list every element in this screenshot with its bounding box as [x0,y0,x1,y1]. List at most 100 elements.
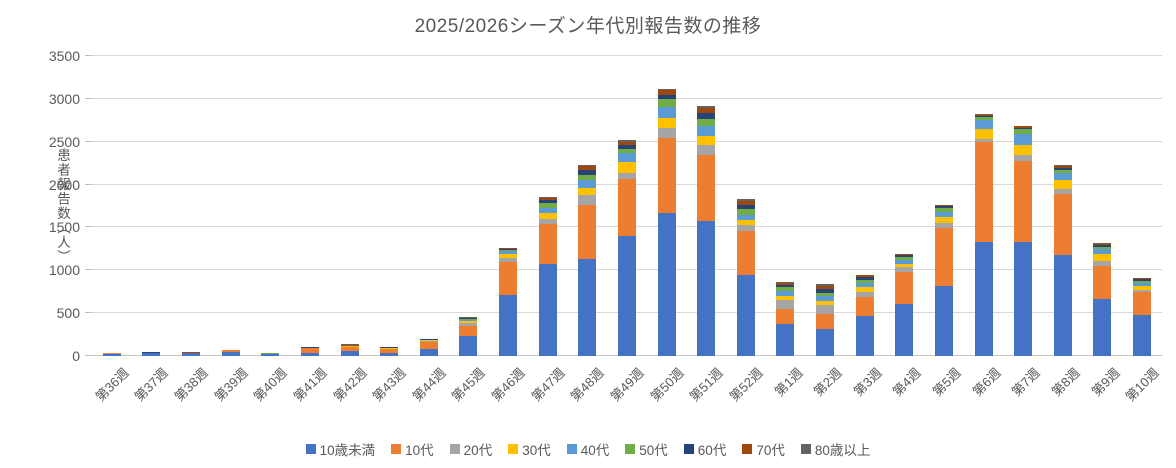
bar-segment [1093,265,1112,299]
stacked-bar [1093,56,1112,356]
legend-item: 10代 [391,439,434,459]
bar-segment [419,340,438,342]
bar-segment [776,309,795,324]
bar-segment [816,313,835,330]
bar-segment [855,279,874,284]
legend-label: 70代 [756,443,785,458]
bar-segment [697,145,716,155]
legend-label: 80歳以上 [814,443,871,458]
bar-segment [974,141,993,242]
legend-item: 80歳以上 [800,439,871,459]
bar-cell [726,56,766,356]
bar-segment [1133,280,1152,283]
bar-segment [736,214,755,221]
bar-segment [499,294,518,356]
bar-segment [499,257,518,262]
stacked-bar [221,56,240,356]
bar-segment [974,129,993,140]
bar-segment [657,138,676,213]
bar-segment [1133,314,1152,356]
bar-segment [895,263,914,268]
bar-segment [499,248,518,251]
bar-cell [964,56,1004,356]
bar-segment [459,336,478,356]
bar-segment [697,220,716,356]
bar-segment [182,351,201,353]
bar-segment [974,242,993,356]
bar-cell [686,56,726,356]
stacked-bar [657,56,676,356]
legend-label: 60代 [697,443,727,458]
bar-segment [617,145,636,150]
legend-label: 10歳未満 [319,443,376,458]
stacked-bar [855,56,874,356]
stacked-bar [974,56,993,356]
bar-segment [934,211,953,218]
legend-swatch-icon [800,444,811,454]
bar-cell [171,56,211,356]
bar-segment [1014,126,1033,128]
bar-segment [657,88,676,90]
bar-segment [617,162,636,173]
stacked-bar [1014,56,1033,356]
bar-segment [459,318,478,320]
x-axis-label: 第41週 [290,365,330,405]
bar-segment [1014,129,1033,134]
bar-segment [657,107,676,118]
bar-segment [1053,254,1072,356]
bar-segment [617,153,636,163]
bar-segment [657,128,676,139]
bar-segment [776,281,795,283]
bar-segment [380,348,399,353]
bar-segment [578,170,597,175]
stacked-bar [617,56,636,356]
bar-cell [845,56,885,356]
bar-segment [1093,243,1112,245]
bar-segment [776,285,795,288]
y-tick-label: 3500 [48,48,80,64]
bar-segment [1093,299,1112,356]
bar-segment [1093,254,1112,261]
bar-segment [697,118,716,127]
bar-segment [142,353,161,356]
bar-cell [92,56,132,356]
bar-segment [697,126,716,137]
bar-segment [855,297,874,316]
x-axis-label: 第38週 [171,365,211,405]
x-axis-label: 第9週 [1088,365,1123,400]
bar-segment [261,354,280,356]
x-axis-label: 第37週 [131,365,172,405]
bar-segment [697,106,716,108]
bar-segment [1053,167,1072,171]
bar-segment [776,287,795,292]
x-axis-label: 第45週 [448,365,489,405]
bar-segment [855,283,874,288]
bar-segment [855,315,874,356]
bar-segment [499,254,518,258]
x-axis-label: 第47週 [528,365,568,405]
stacked-bar [340,56,359,356]
y-tick-mark [85,355,92,356]
bar-segment [340,347,359,351]
stacked-bar [697,56,716,356]
bar-segment [538,212,557,219]
bar-segment [736,225,755,231]
bar-segment [776,300,795,310]
stacked-bar [261,56,280,356]
bar-segment [657,89,676,95]
bar-segment [934,208,953,212]
bar-segment [816,285,835,290]
x-axis-label: 第4週 [890,365,925,400]
bar-segment [1053,194,1072,255]
bar-segment [1053,188,1072,195]
legend-swatch-icon [566,444,577,454]
bar-cell [766,56,806,356]
x-axis-label: 第8週 [1048,365,1083,400]
bar-segment [776,323,795,356]
stacked-bar [380,56,399,356]
legend-item: 20代 [449,439,492,459]
bar-segment [816,300,835,306]
bar-segment [657,117,676,129]
legend-swatch-icon [508,444,519,454]
bar-segment [1053,173,1072,181]
